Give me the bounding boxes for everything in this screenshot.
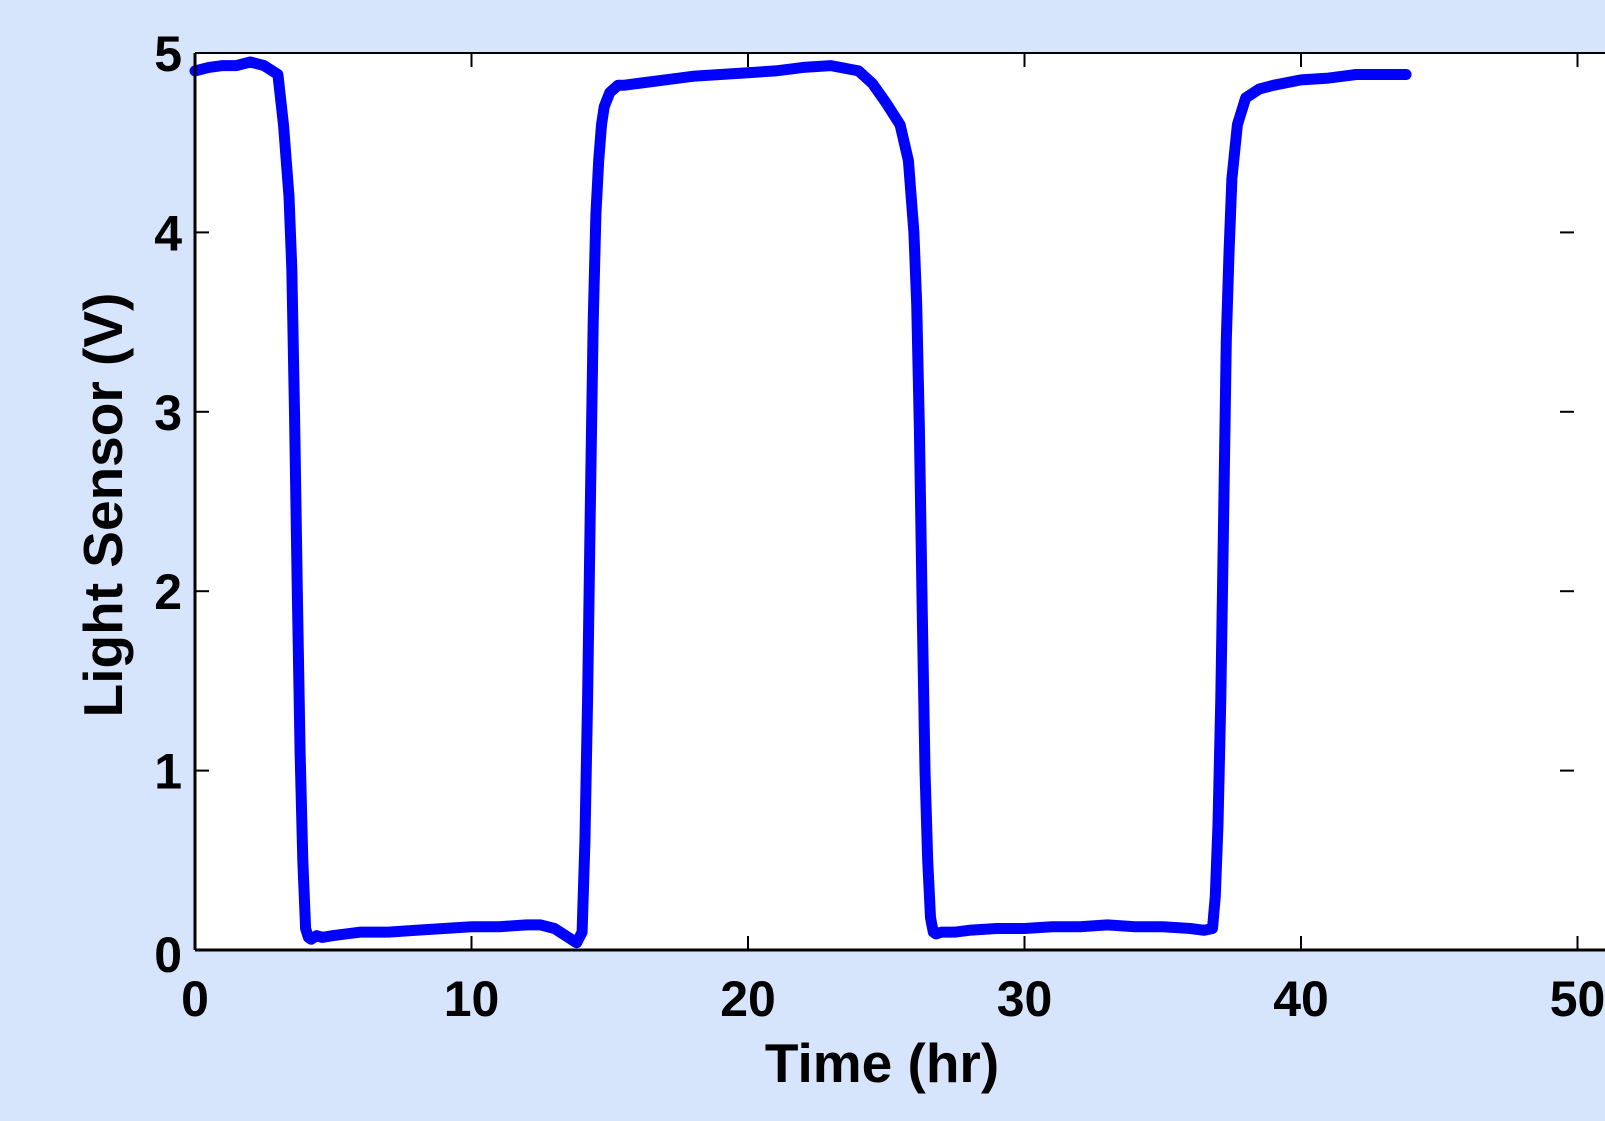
frame-layer (193, 52, 1605, 952)
x-tick-label: 40 (1273, 971, 1329, 1027)
x-tick-label: 0 (181, 971, 209, 1027)
y-tick-label: 0 (154, 927, 182, 983)
y-tick-label: 2 (154, 564, 182, 620)
y-axis-label: Light Sensor (V) (72, 293, 134, 718)
y-tick-label: 5 (154, 26, 182, 82)
x-tick-label: 10 (444, 971, 500, 1027)
x-tick-label: 20 (720, 971, 776, 1027)
x-tick-label: 30 (997, 971, 1053, 1027)
y-tick-label: 1 (154, 744, 182, 800)
plot-area (195, 53, 1605, 950)
series-line (189, 56, 1412, 949)
y-tick-label: 3 (154, 385, 182, 441)
x-axis-label: Time (hr) (765, 1032, 999, 1094)
ticks-layer (195, 53, 1579, 950)
labels-layer: 0 10 20 30 40 50 0 1 2 3 4 5 (154, 26, 1605, 1027)
x-tick-label: 50 (1550, 971, 1605, 1027)
y-tick-label: 4 (154, 205, 182, 261)
series-layer (189, 56, 1412, 949)
